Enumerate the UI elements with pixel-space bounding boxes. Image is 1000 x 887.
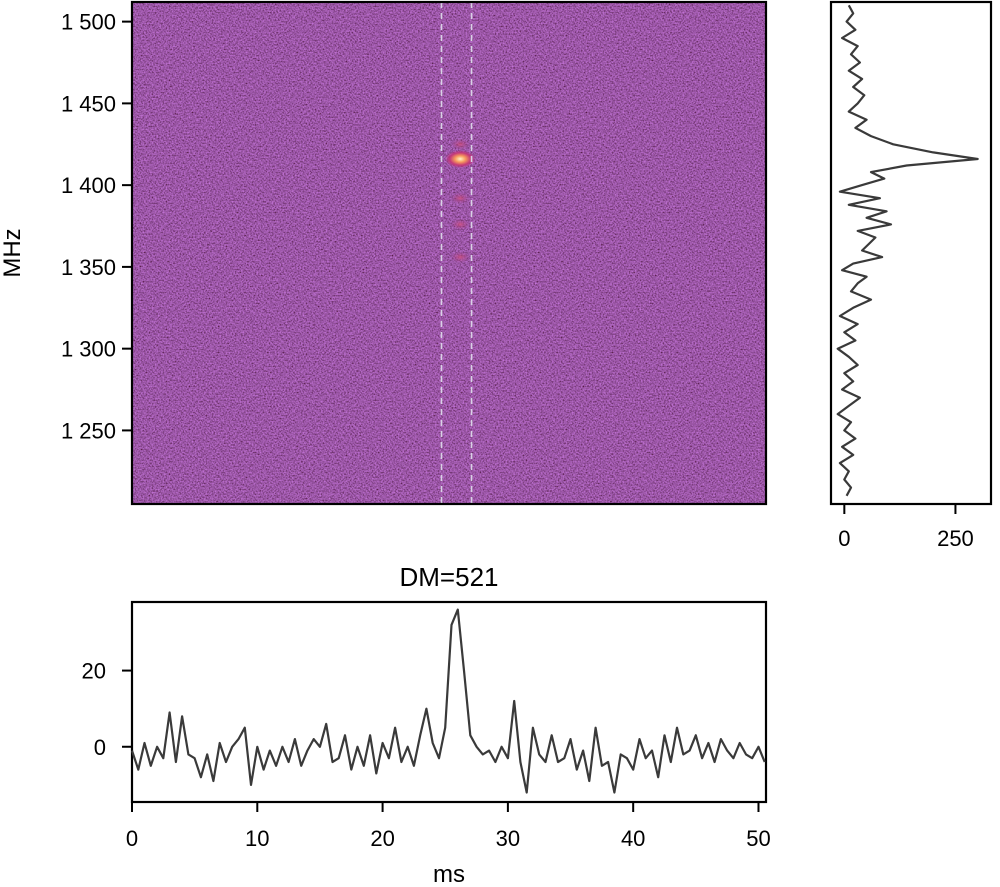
burst-faint-spot — [450, 251, 471, 264]
time-series-y-ticks: 0 20 — [82, 659, 132, 760]
heatmap-y-tick-label: 1 300 — [61, 337, 116, 362]
time-series-y-tick-label: 0 — [94, 735, 106, 760]
heatmap-y-tick-label: 1 450 — [61, 91, 116, 116]
profile-x-ticks: 0 250 — [838, 504, 974, 551]
heatmap-y-tick-label: 1 500 — [61, 10, 116, 35]
time-series-x-tick-label: 10 — [245, 826, 269, 851]
heatmap-y-tick-label: 1 400 — [61, 173, 116, 198]
time-series-x-tick-label: 30 — [496, 826, 520, 851]
time-series-x-tick-label: 40 — [621, 826, 645, 851]
time-series-line — [130, 608, 766, 794]
time-series-x-tick-label: 50 — [746, 826, 770, 851]
burst-faint-spot — [450, 138, 471, 151]
heatmap-y-ticks: 1 250 1 300 1 350 1 400 1 450 1 500 — [61, 10, 132, 443]
time-series-panel: DM=521 0 10 20 30 40 50 0 20 ms — [82, 562, 771, 887]
time-series-y-tick-label: 20 — [82, 659, 106, 684]
profile-line — [836, 4, 979, 497]
heatmap-y-tick-label: 1 250 — [61, 418, 116, 443]
burst-faint-spot — [450, 218, 471, 231]
time-series-x-label: ms — [433, 861, 465, 887]
profile-frame — [829, 0, 993, 506]
burst-faint-spot — [450, 192, 471, 205]
heatmap-area — [132, 2, 766, 504]
frequency-profile-panel: 0 250 — [829, 0, 993, 551]
time-series-x-ticks: 0 10 20 30 40 50 — [126, 802, 771, 851]
burst-layer — [445, 138, 476, 264]
time-series-frame — [130, 600, 768, 804]
heatmap-y-label: MHz — [0, 228, 26, 277]
dynamic-spectrum-panel: 1 250 1 300 1 350 1 400 1 450 1 500 MHz — [0, 0, 768, 506]
heatmap-y-tick-label: 1 350 — [61, 255, 116, 280]
heatmap-noise — [132, 2, 766, 504]
profile-x-tick-label: 0 — [838, 526, 850, 551]
time-series-title: DM=521 — [400, 562, 499, 592]
burst-peak-spot — [445, 149, 476, 168]
time-series-x-tick-label: 0 — [126, 826, 138, 851]
profile-x-tick-label: 250 — [937, 526, 974, 551]
burst-markers — [440, 2, 473, 504]
heatmap-frame — [130, 0, 768, 506]
time-series-x-tick-label: 20 — [370, 826, 394, 851]
